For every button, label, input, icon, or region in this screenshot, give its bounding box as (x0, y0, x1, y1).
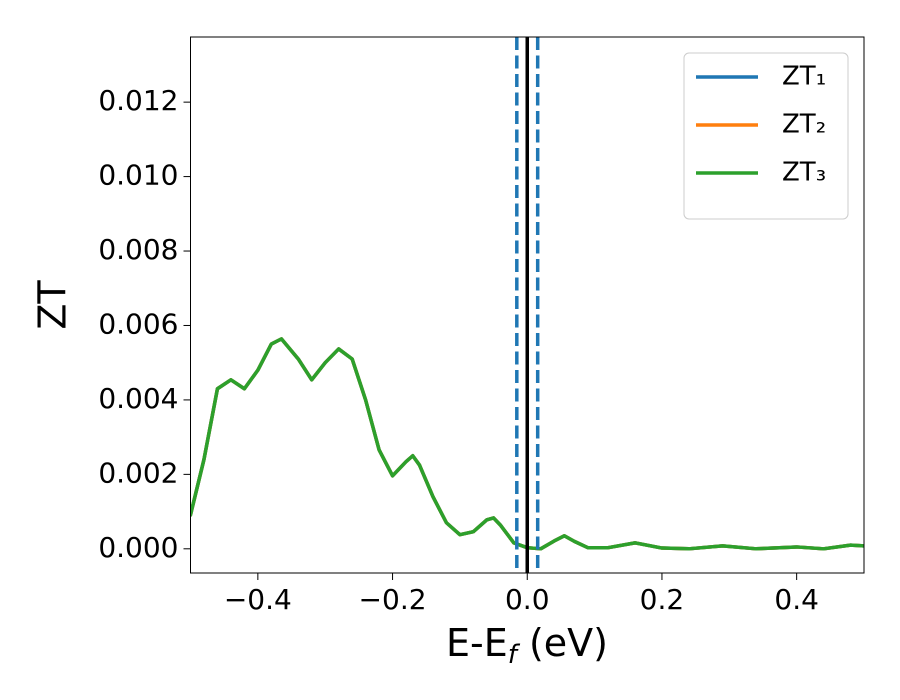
x-axis-label-part: (eV) (517, 621, 608, 665)
x-tick-label: 0.4 (774, 583, 819, 616)
x-axis-label: E-Ef (eV) (446, 621, 608, 670)
x-tick-label: 0.2 (640, 583, 685, 616)
y-tick-label: 0.004 (98, 382, 178, 415)
y-tick-label: 0.010 (98, 159, 178, 192)
y-tick-label: 0.002 (98, 456, 178, 489)
x-axis-label-part: E-E (446, 621, 508, 665)
legend-label: ZT₂ (782, 110, 826, 140)
y-axis-label: ZT (31, 280, 75, 330)
x-tick-label: −0.2 (359, 583, 427, 616)
legend-box (683, 52, 849, 220)
legend-label: ZT₁ (782, 62, 826, 92)
legend-label: ZT₃ (782, 158, 826, 188)
y-tick-label: 0.000 (98, 531, 178, 564)
x-tick-label: −0.4 (224, 583, 292, 616)
x-tick-label: 0.0 (505, 583, 550, 616)
y-tick-label: 0.012 (98, 84, 178, 117)
y-tick-label: 0.008 (98, 233, 178, 266)
plot-frame (190, 36, 865, 574)
series-line (190, 337, 864, 551)
plot-area (190, 37, 864, 573)
y-tick-label: 0.006 (98, 307, 178, 340)
